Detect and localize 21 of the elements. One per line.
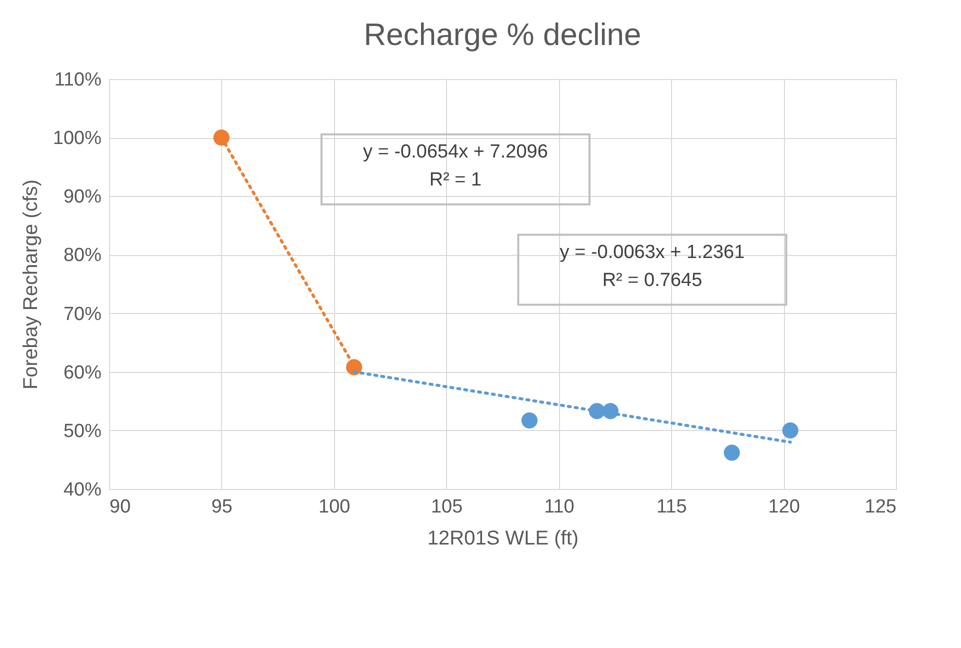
- y-tick-label: 70%: [63, 304, 102, 325]
- x-tick-label: 100: [318, 496, 350, 518]
- y-tick-label: 110%: [54, 70, 102, 90]
- annotation: y = -0.0654x + 7.2096 R² = 1: [363, 141, 548, 190]
- y-tick-label: 100%: [52, 128, 102, 150]
- x-tick-label: 110: [544, 496, 574, 518]
- x-tick-label: 95: [211, 496, 232, 518]
- y-axis-title: Forebay Recharge (cfs): [20, 179, 42, 390]
- x-tick-label: 125: [864, 496, 896, 518]
- chart-title: Recharge % decline: [364, 17, 642, 52]
- annotation: y = -0.0063x + 1.2361 R² = 0.7645: [560, 242, 745, 291]
- x-tick-label: 105: [430, 496, 463, 518]
- x-axis-title: 12R01S WLE (ft): [427, 528, 579, 550]
- y-tick-label: 50%: [63, 420, 102, 442]
- x-tick-label: 90: [110, 496, 131, 518]
- y-tick-label: 80%: [63, 245, 102, 266]
- y-tick-label: 60%: [63, 362, 102, 384]
- y-tick-label: 90%: [63, 186, 102, 208]
- x-tick-label: 115: [656, 496, 687, 518]
- x-tick-label: 120: [768, 496, 800, 518]
- y-tick-label: 40%: [63, 480, 102, 500]
